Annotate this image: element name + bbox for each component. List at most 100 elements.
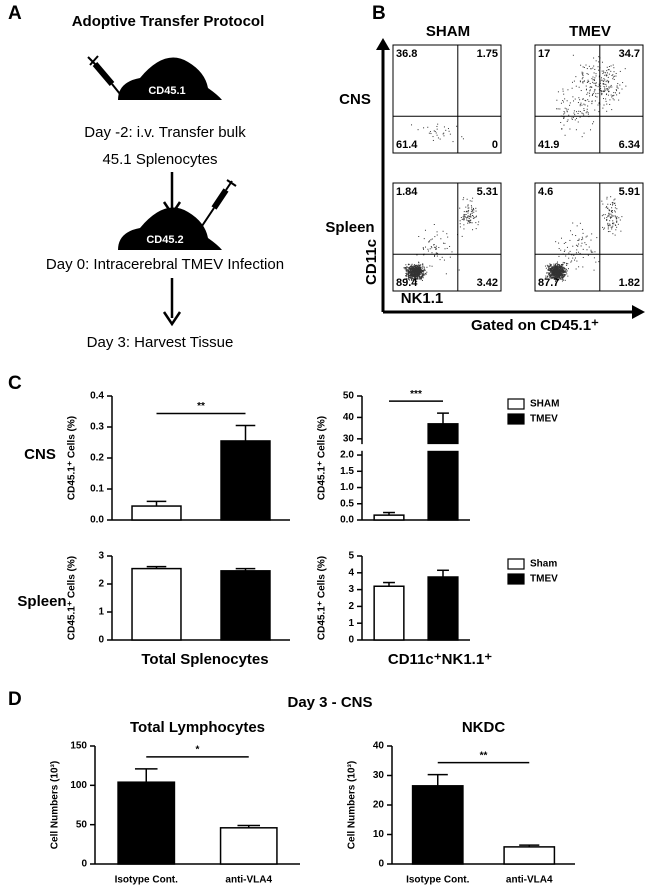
event-dot — [423, 274, 425, 276]
event-dot — [473, 211, 475, 213]
event-dot — [607, 89, 609, 91]
event-dot — [551, 268, 553, 270]
event-dot — [418, 266, 420, 268]
event-dot — [414, 275, 416, 277]
event-dot — [561, 268, 563, 270]
y-tick-label: 0.0 — [340, 515, 354, 526]
event-dot — [586, 108, 588, 110]
event-dot — [470, 210, 472, 212]
event-dot — [413, 276, 415, 278]
event-dot — [563, 273, 565, 275]
y-tick-label: 1 — [348, 618, 354, 629]
event-dot — [610, 226, 612, 228]
event-dot — [607, 215, 609, 217]
event-dot — [417, 268, 419, 270]
event-dot — [567, 108, 569, 110]
event-dot — [606, 103, 608, 105]
event-dot — [545, 275, 547, 277]
event-dot — [407, 267, 409, 269]
event-dot — [478, 221, 480, 223]
bar — [503, 846, 556, 865]
event-dot — [446, 247, 448, 249]
quadrant-value: 1.84 — [396, 186, 418, 198]
event-dot — [551, 270, 553, 272]
arrow — [162, 278, 182, 327]
event-dot — [470, 215, 472, 217]
event-dot — [416, 268, 418, 270]
quadrant-value: 5.91 — [619, 186, 640, 198]
step-text: Day 0: Intracerebral TMEV Infection — [46, 256, 284, 273]
event-dot — [419, 275, 421, 277]
event-dot — [611, 216, 613, 218]
event-dot — [557, 267, 559, 269]
event-dot — [422, 277, 424, 279]
event-dot — [559, 266, 561, 268]
bar — [411, 785, 464, 865]
event-dot — [591, 94, 593, 96]
event-dot — [600, 90, 602, 92]
event-dot — [408, 273, 410, 275]
event-dot — [432, 139, 434, 141]
event-dot — [560, 102, 562, 104]
event-dot — [468, 217, 470, 219]
event-dot — [418, 278, 420, 280]
event-dot — [409, 274, 411, 276]
event-dot — [549, 275, 551, 277]
event-dot — [582, 77, 584, 79]
event-dot — [582, 82, 584, 84]
event-dot — [609, 99, 611, 101]
y-tick-label: 3 — [348, 584, 354, 595]
event-dot — [550, 269, 552, 271]
event-dot — [439, 259, 441, 261]
event-dot — [429, 265, 431, 267]
event-dot — [409, 268, 411, 270]
legend-swatch — [507, 398, 525, 410]
event-dot — [558, 265, 560, 267]
event-dot — [553, 273, 555, 275]
y-tick-label: 2.0 — [340, 450, 354, 461]
quadrant-value: 6.34 — [619, 139, 641, 151]
event-dot — [608, 86, 610, 88]
event-dot — [585, 85, 587, 87]
event-dot — [406, 275, 408, 277]
event-dot — [616, 216, 618, 218]
event-dot — [407, 271, 409, 273]
event-dot — [593, 79, 595, 81]
event-dot — [417, 270, 419, 272]
event-dot — [602, 90, 604, 92]
event-dot — [566, 100, 568, 102]
event-dot — [563, 269, 565, 271]
event-dot — [558, 268, 560, 270]
event-dot — [558, 278, 560, 280]
event-dot — [609, 223, 611, 225]
event-dot — [411, 265, 413, 267]
event-dot — [405, 267, 407, 269]
event-dot — [470, 205, 472, 207]
panel-letter: D — [8, 689, 22, 710]
event-dot — [472, 217, 474, 219]
event-dot — [615, 89, 617, 91]
event-dot — [409, 277, 411, 279]
event-dot — [614, 234, 616, 236]
event-dot — [449, 245, 451, 247]
event-dot — [433, 246, 435, 248]
syringe-icon — [201, 179, 237, 227]
event-dot — [562, 273, 564, 275]
event-dot — [567, 89, 569, 91]
event-dot — [451, 251, 453, 253]
event-dot — [581, 78, 583, 80]
event-dot — [416, 266, 418, 268]
event-dot — [596, 237, 598, 239]
y-tick-label: 50 — [76, 819, 88, 830]
event-dot — [614, 207, 616, 209]
event-dot — [421, 270, 423, 272]
event-dot — [411, 268, 413, 270]
event-dot — [548, 273, 550, 275]
event-dot — [578, 239, 580, 241]
event-dot — [563, 268, 565, 270]
event-dot — [463, 228, 465, 230]
event-dot — [553, 272, 555, 274]
event-dot — [564, 270, 566, 272]
event-dot — [411, 267, 413, 269]
event-dot — [563, 111, 565, 113]
